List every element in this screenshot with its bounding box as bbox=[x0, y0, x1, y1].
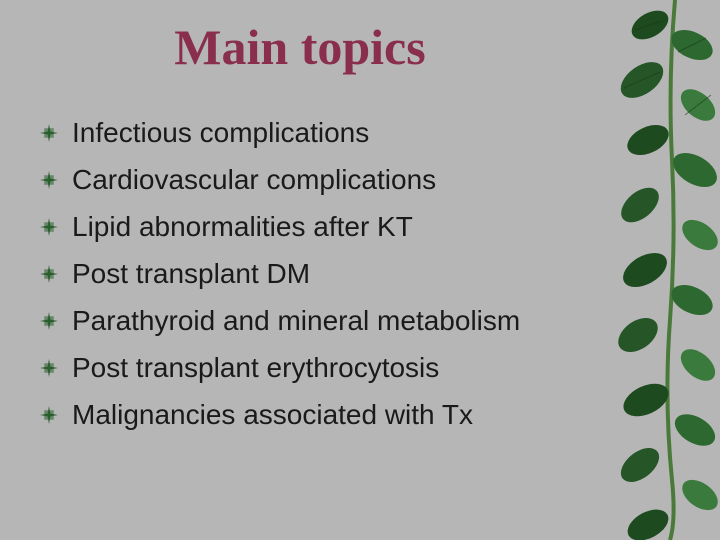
list-item: Post transplant erythrocytosis bbox=[40, 350, 600, 385]
list-item-label: Cardiovascular complications bbox=[72, 162, 436, 197]
list-item: Cardiovascular complications bbox=[40, 162, 600, 197]
list-item-label: Post transplant erythrocytosis bbox=[72, 350, 439, 385]
page-title: Main topics bbox=[0, 18, 600, 76]
list-item: Post transplant DM bbox=[40, 256, 600, 291]
list-item-label: Lipid abnormalities after KT bbox=[72, 209, 413, 244]
star-bullet-icon bbox=[40, 359, 58, 377]
star-bullet-icon bbox=[40, 218, 58, 236]
list-item: Malignancies associated with Tx bbox=[40, 397, 600, 432]
list-item-label: Infectious complications bbox=[72, 115, 369, 150]
list-item-label: Post transplant DM bbox=[72, 256, 310, 291]
vine-decoration bbox=[580, 0, 720, 540]
star-bullet-icon bbox=[40, 265, 58, 283]
bullet-list: Infectious complications Cardiovascular … bbox=[40, 115, 600, 444]
star-bullet-icon bbox=[40, 171, 58, 189]
star-bullet-icon bbox=[40, 124, 58, 142]
list-item: Parathyroid and mineral metabolism bbox=[40, 303, 600, 338]
star-bullet-icon bbox=[40, 312, 58, 330]
slide: Main topics Infectious complications Car… bbox=[0, 0, 720, 540]
star-bullet-icon bbox=[40, 406, 58, 424]
list-item: Infectious complications bbox=[40, 115, 600, 150]
list-item-label: Malignancies associated with Tx bbox=[72, 397, 473, 432]
list-item: Lipid abnormalities after KT bbox=[40, 209, 600, 244]
list-item-label: Parathyroid and mineral metabolism bbox=[72, 303, 520, 338]
